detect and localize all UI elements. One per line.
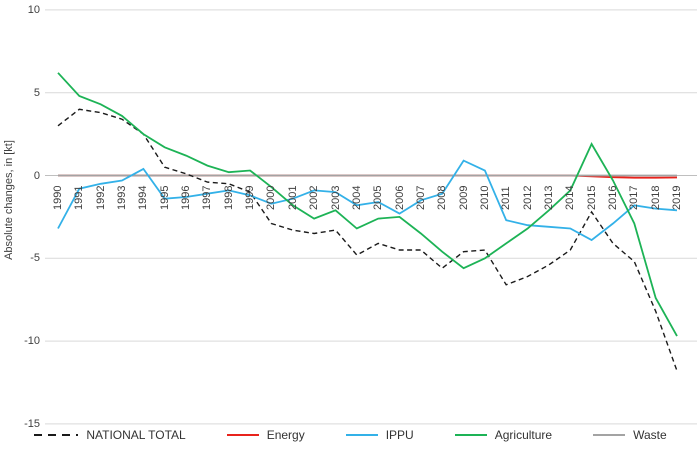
y-axis-tick-label: -15 — [24, 417, 40, 430]
legend-item-ippu: IPPU — [345, 428, 414, 442]
x-axis-tick-label: 1999 — [244, 185, 257, 210]
legend-label-agriculture: Agriculture — [494, 428, 553, 442]
x-axis-tick-label: 2015 — [585, 185, 598, 210]
x-axis-tick-label: 2013 — [542, 185, 555, 210]
y-axis-tick-label: 10 — [27, 3, 40, 16]
x-axis-tick-label: 2008 — [436, 185, 449, 210]
x-axis-tick-label: 1992 — [94, 185, 107, 210]
x-axis-tick-label: 2002 — [308, 185, 321, 210]
legend-label-waste: Waste — [633, 428, 667, 442]
y-axis-tick-label: 0 — [33, 169, 40, 182]
x-axis-tick-label: 1997 — [201, 185, 214, 210]
x-axis-tick-label: 2019 — [671, 185, 683, 210]
y-axis-title: Absolute changes, in [kt] — [3, 140, 15, 260]
x-axis-tick-label: 2010 — [478, 185, 491, 210]
x-axis-tick-label: 2001 — [286, 185, 299, 210]
legend-item-energy: Energy — [226, 428, 305, 442]
x-axis-tick-label: 2016 — [607, 185, 619, 210]
x-axis-tick-label: 2003 — [329, 185, 342, 210]
y-axis-tick-label: 5 — [33, 86, 40, 99]
legend-item-agriculture: Agriculture — [454, 428, 552, 442]
y-axis-tick-label: -10 — [24, 335, 40, 348]
x-axis-tick-label: 2006 — [393, 185, 406, 210]
energy-line-swatch — [226, 434, 259, 436]
x-axis-tick-label: 1993 — [116, 185, 128, 210]
x-axis-tick-label: 2014 — [564, 185, 577, 210]
x-axis-tick-label: 2007 — [414, 185, 427, 210]
x-axis-tick-label: 2009 — [457, 185, 470, 210]
x-axis-tick-label: 2017 — [628, 185, 641, 210]
legend-label-energy: Energy — [266, 428, 305, 442]
x-axis-tick-label: 1995 — [158, 185, 171, 210]
x-axis-tick-label: 1991 — [73, 185, 86, 210]
series-line-agriculture — [57, 72, 678, 337]
x-axis-tick-label: 1990 — [52, 185, 64, 210]
legend-label-national-total: NATIONAL TOTAL — [86, 428, 186, 442]
waste-line-swatch — [593, 434, 626, 436]
y-axis-tick-label: -5 — [30, 252, 40, 265]
ippu-line-swatch — [345, 434, 378, 436]
x-axis-tick-label: 1998 — [222, 185, 235, 210]
x-axis-tick-label: 2000 — [265, 185, 278, 210]
legend-item-national-total: NATIONAL TOTAL — [33, 428, 186, 442]
legend-label-ippu: IPPU — [385, 428, 414, 442]
x-axis-tick-label: 2005 — [372, 185, 385, 210]
x-axis-tick-label: 2011 — [500, 186, 513, 210]
agriculture-line-swatch — [454, 434, 487, 436]
legend-item-waste: Waste — [592, 428, 667, 442]
series-line-ippu — [57, 159, 678, 242]
x-axis-tick-label: 1996 — [180, 185, 193, 210]
national-total-line-swatch — [34, 434, 79, 436]
x-axis-tick-label: 2018 — [649, 185, 662, 210]
legend: NATIONAL TOTAL Energy IPPU Agriculture W… — [0, 428, 700, 442]
x-axis-tick-label: 2012 — [521, 185, 534, 210]
x-axis-tick-label: 2004 — [350, 185, 363, 210]
series-line-national-total — [57, 108, 678, 372]
x-axis-tick-label: 1994 — [137, 185, 150, 210]
